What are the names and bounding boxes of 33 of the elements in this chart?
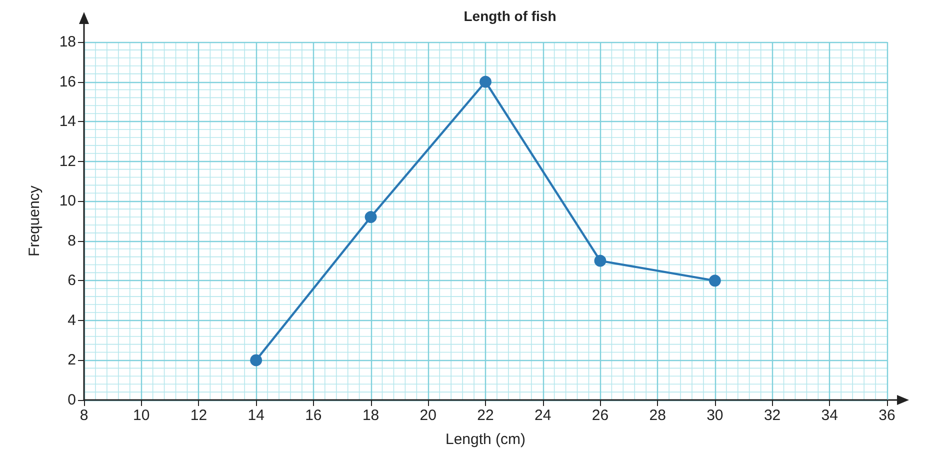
x-tick-label: 26 (592, 407, 609, 424)
x-tick-label: 22 (477, 407, 494, 424)
x-tick-label: 36 (878, 407, 896, 424)
y-tick-label: 2 (68, 352, 76, 369)
x-tick-label: 12 (190, 407, 208, 424)
x-tick-label: 28 (649, 407, 666, 424)
y-tick-label: 6 (68, 272, 76, 290)
y-tick-label: 14 (59, 113, 76, 130)
y-tick-label: 10 (59, 192, 76, 210)
x-tick-label: 24 (534, 407, 552, 424)
y-tick-label: 12 (59, 152, 76, 170)
y-tick-label: 8 (68, 232, 76, 250)
x-tick-label: 34 (821, 407, 838, 424)
x-tick-label: 32 (764, 407, 781, 424)
y-tick-label: 16 (59, 73, 76, 90)
x-tick-label: 14 (248, 407, 264, 424)
x-tick-label: 16 (305, 407, 322, 424)
y-tick-label: 18 (59, 34, 76, 50)
y-tick-label: 4 (68, 312, 76, 329)
point (594, 254, 606, 267)
x-tick-label: 10 (133, 407, 150, 424)
x-tick-label: 20 (420, 407, 436, 424)
y-axis-title: Frequency (26, 185, 43, 256)
x-tick-label: 8 (80, 407, 88, 424)
point (364, 211, 377, 224)
x-tick-label: 18 (362, 407, 380, 424)
y-tick-label: 0 (68, 392, 76, 408)
chart-title: Length of fish (464, 8, 556, 24)
point (480, 76, 492, 88)
x-tick-label: 30 (706, 407, 724, 424)
point (708, 274, 721, 287)
x-axis-title: Length (cm) (445, 431, 526, 448)
point (250, 354, 262, 366)
